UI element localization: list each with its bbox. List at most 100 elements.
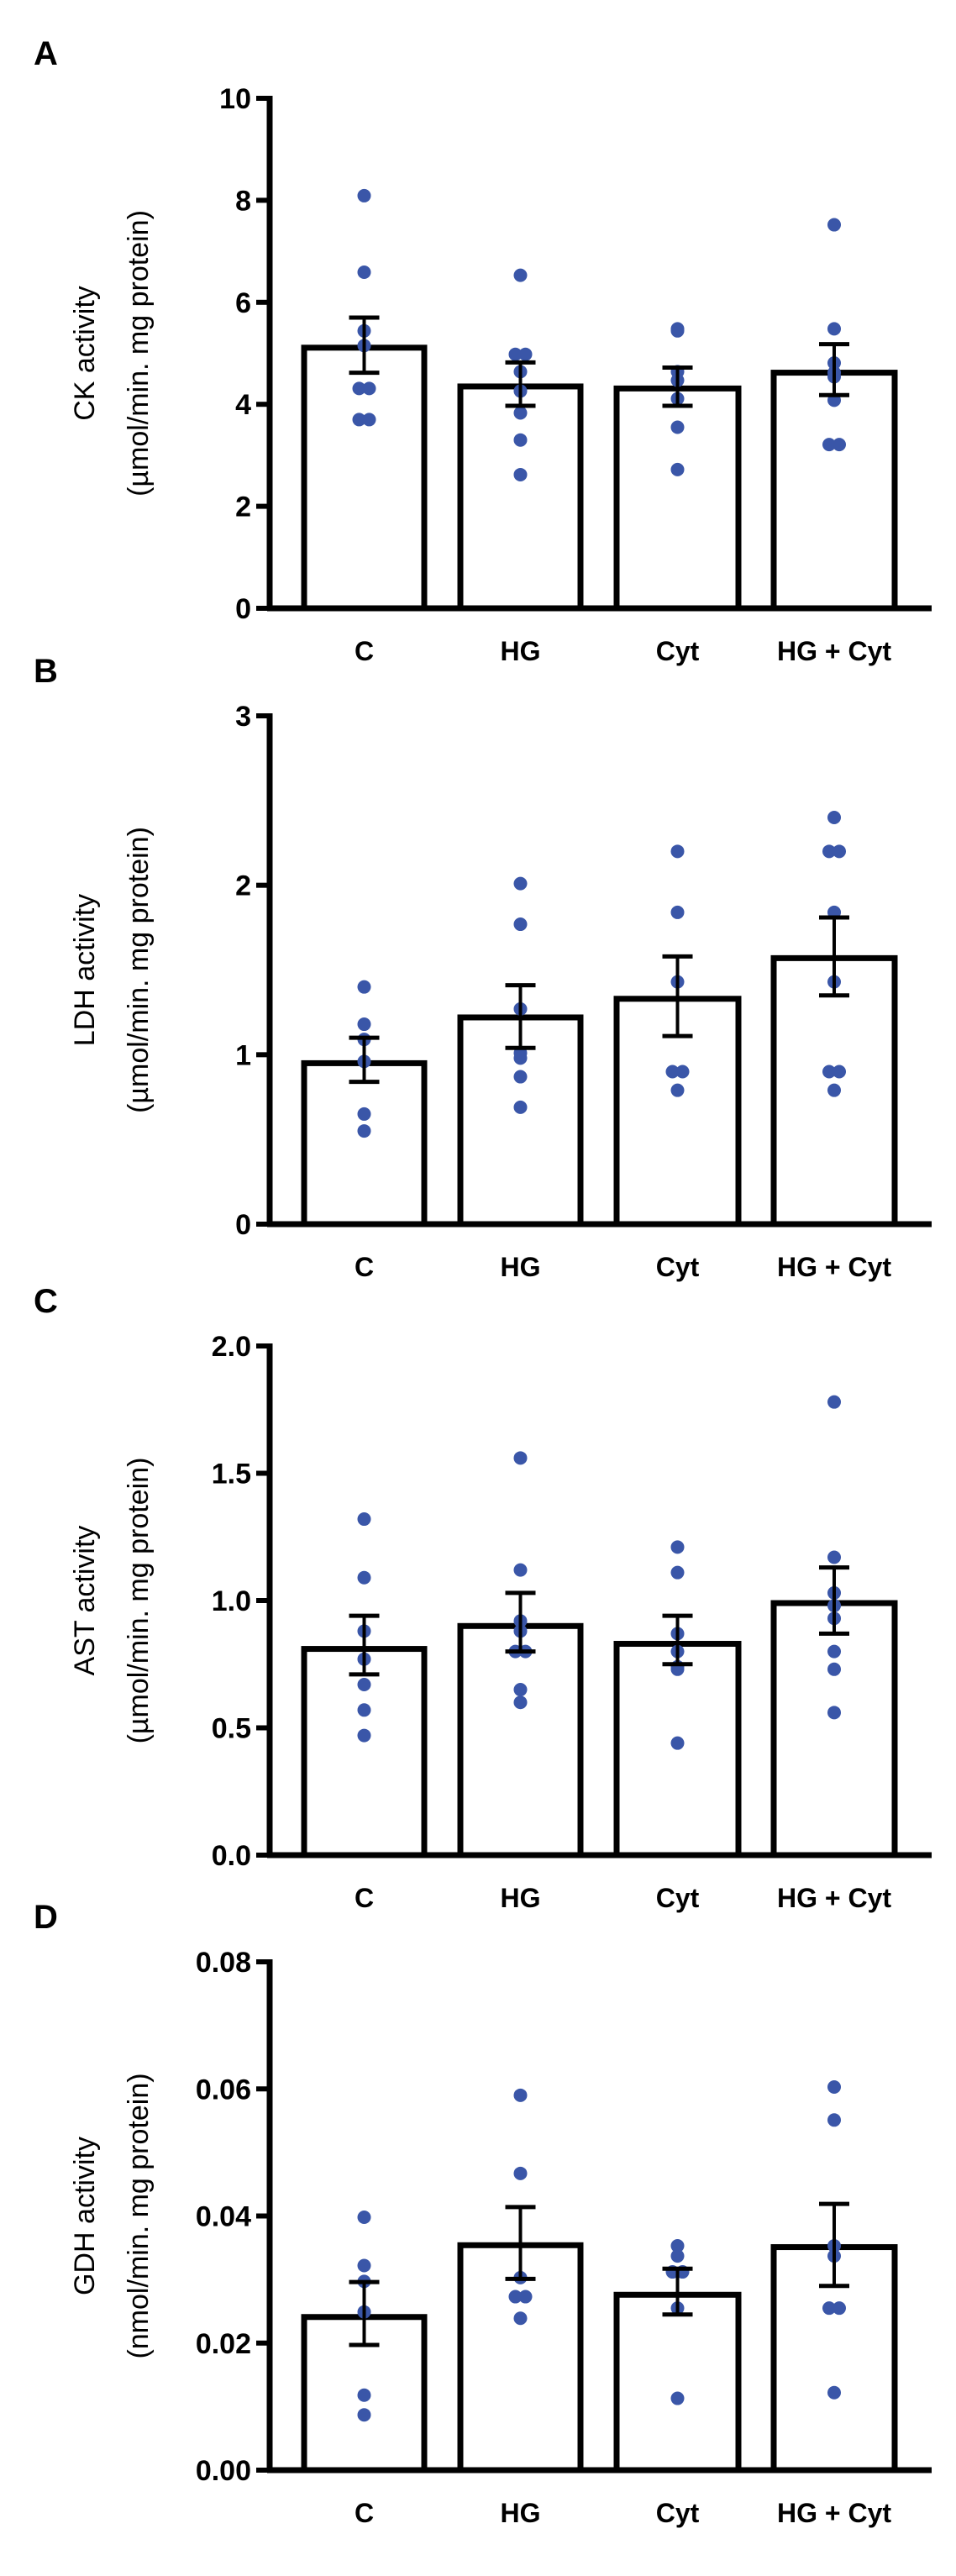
data-point (357, 1512, 371, 1527)
data-point (827, 1083, 841, 1097)
y-axis-unit-label: (µmol/min. mg protein) (123, 210, 155, 497)
panel-letter: D (34, 1899, 58, 1936)
data-point (357, 1107, 371, 1121)
y-tick-label: 0.0 (212, 1840, 251, 1872)
data-point (518, 2289, 533, 2304)
panel-letter: A (34, 35, 58, 72)
data-point (357, 1017, 371, 1032)
data-point (827, 218, 841, 232)
y-tick-label: 2 (235, 870, 251, 902)
data-point (513, 433, 528, 447)
x-category-label: Cyt (656, 2498, 700, 2528)
data-point (670, 420, 685, 434)
data-point (513, 2311, 528, 2326)
data-point (518, 347, 533, 361)
data-point (670, 2391, 685, 2405)
data-point (513, 1683, 528, 1697)
x-category-label: C (355, 1883, 374, 1913)
data-point (362, 413, 376, 427)
x-category-label: C (355, 1252, 374, 1282)
y-tick-label: 2.0 (212, 1331, 251, 1363)
y-tick-label: 1.0 (212, 1585, 251, 1617)
y-tick-label: 2 (235, 492, 251, 523)
x-category-label: HG (501, 636, 541, 666)
y-tick-label: 0 (235, 593, 251, 625)
y-axis-unit-label: (µmol/min. mg protein) (123, 827, 155, 1113)
y-tick-label: 0.06 (196, 2074, 251, 2105)
data-point (513, 876, 528, 891)
bar (301, 1059, 428, 1228)
data-point (670, 323, 685, 338)
data-point (670, 905, 685, 919)
data-point (670, 1083, 685, 1097)
x-category-label: HG + Cyt (777, 1883, 891, 1913)
data-point (827, 811, 841, 824)
y-tick-label: 10 (219, 83, 251, 115)
data-point (357, 265, 371, 279)
data-point (822, 2301, 836, 2316)
data-point (670, 2239, 685, 2253)
data-point (513, 1695, 528, 1710)
data-point (827, 1395, 841, 1409)
x-category-label: HG (501, 1252, 541, 1282)
y-tick-label: 0.08 (196, 1947, 251, 1979)
data-point (822, 1065, 836, 1079)
bar (770, 370, 898, 612)
data-point (513, 1051, 528, 1065)
data-point (670, 1565, 685, 1580)
y-tick-label: 6 (235, 287, 251, 319)
x-category-label: HG + Cyt (777, 636, 891, 666)
y-tick-label: 1.5 (212, 1459, 251, 1490)
data-point (670, 462, 685, 476)
data-point (827, 2079, 841, 2094)
bar (457, 1622, 584, 1858)
y-tick-label: 4 (235, 389, 251, 421)
data-point (357, 1124, 371, 1138)
data-point (833, 844, 846, 859)
panel-c: C AST activity (µmol/min. mg protein) 0.0 0.… (34, 1283, 932, 1913)
x-category-label: C (355, 636, 374, 666)
y-tick-label: 1 (235, 1039, 251, 1071)
data-point (833, 1065, 846, 1079)
data-point (508, 347, 523, 361)
y-axis-unit-label: (µmol/min. mg protein) (123, 1458, 155, 1744)
y-axis-label: GDH activity (69, 2137, 101, 2295)
panel-b: B LDH activity (µmol/min. mg protein) 0 1 2 3 C… (34, 653, 932, 1282)
panel-a: A CK activity (µmol/min. mg protein) 0 2 4 6 8 1… (34, 35, 932, 666)
panel-letter: B (34, 653, 58, 690)
x-category-label: HG (501, 2498, 541, 2528)
bar (457, 383, 584, 612)
data-point (827, 1662, 841, 1676)
data-point (833, 438, 846, 452)
x-category-label: HG (501, 1883, 541, 1913)
y-axis-label: LDH activity (69, 894, 101, 1046)
bar (770, 1600, 898, 1858)
data-point (827, 2113, 841, 2127)
data-point (513, 1070, 528, 1084)
data-point (513, 1451, 528, 1465)
y-tick-label: 0.00 (196, 2455, 251, 2487)
y-tick-label: 0 (235, 1209, 251, 1241)
data-point (513, 2088, 528, 2102)
data-point (362, 381, 376, 396)
y-axis-label: CK activity (69, 286, 101, 421)
data-point (675, 1065, 690, 1079)
data-point (827, 1706, 841, 1720)
data-point (670, 1736, 685, 1750)
data-point (508, 2289, 523, 2304)
bar (613, 2291, 742, 2473)
panel-d: D GDH activity (nmol/min. mg protein) 0.00 0… (34, 1899, 932, 2528)
data-point (357, 188, 371, 202)
data-point (827, 2385, 841, 2400)
data-point (357, 1570, 371, 1585)
data-point (513, 917, 528, 932)
panel-letter: C (34, 1283, 58, 1320)
data-point (665, 1065, 680, 1079)
y-tick-label: 0.02 (196, 2328, 251, 2360)
data-point (357, 2211, 371, 2225)
x-category-label: HG + Cyt (777, 1252, 891, 1282)
data-point (513, 1100, 528, 1114)
y-tick-label: 8 (235, 185, 251, 217)
x-category-label: C (355, 2498, 374, 2528)
data-point (357, 2388, 371, 2402)
